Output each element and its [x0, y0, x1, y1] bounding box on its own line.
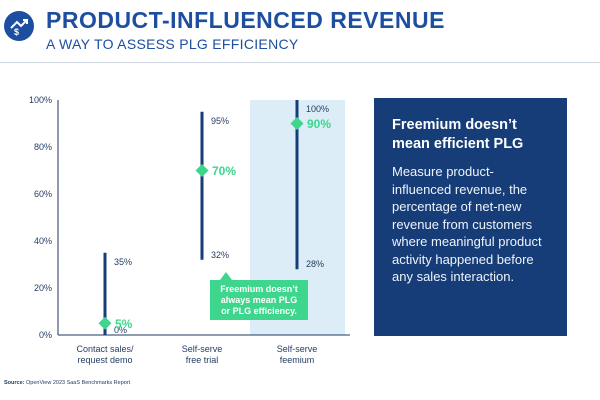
source-label: Source: [4, 380, 25, 386]
median-marker [195, 164, 209, 177]
revenue-growth-icon: $ [4, 11, 34, 41]
callout-pointer [220, 272, 232, 280]
median-marker [290, 117, 304, 130]
x-category-label: request demo [77, 355, 132, 365]
source-note: Source: OpenView 2023 SaaS Benchmarks Re… [4, 380, 130, 386]
x-category-label: feemium [280, 355, 315, 365]
low-value-label: 0% [114, 325, 127, 335]
info-box: Freemium doesn’t mean efficient PLG Meas… [374, 98, 567, 336]
high-value-label: 100% [306, 104, 329, 114]
y-tick-label: 60% [34, 189, 52, 199]
x-category-label: Self-serve [182, 344, 223, 354]
x-category-label: Self-serve [277, 344, 318, 354]
y-tick-label: 100% [29, 95, 52, 105]
header: $ PRODUCT-INFLUENCED REVENUE A WAY TO AS… [0, 0, 600, 56]
header-divider [0, 62, 600, 63]
info-heading: Freemium doesn’t mean efficient PLG [392, 117, 524, 152]
x-category-label: Contact sales/ [76, 344, 134, 354]
page-title: PRODUCT-INFLUENCED REVENUE [46, 7, 445, 33]
svg-text:$: $ [14, 27, 19, 37]
high-value-label: 35% [114, 257, 132, 267]
y-tick-label: 40% [34, 236, 52, 246]
median-value-label: 70% [212, 164, 236, 178]
x-category-label: free trial [186, 355, 219, 365]
median-marker [98, 316, 112, 330]
median-value-label: 5% [115, 317, 133, 331]
median-value-label: 90% [307, 117, 331, 131]
y-tick-label: 0% [39, 330, 52, 340]
info-body: Measure product-influenced revenue, the … [392, 164, 542, 284]
y-tick-label: 20% [34, 283, 52, 293]
low-value-label: 28% [306, 259, 324, 269]
low-value-label: 32% [211, 250, 229, 260]
high-value-label: 95% [211, 116, 229, 126]
y-tick-label: 80% [34, 142, 52, 152]
page-subtitle: A WAY TO ASSESS PLG EFFICIENCY [46, 36, 299, 52]
freemium-callout: Freemium doesn’t always mean PLG or PLG … [210, 280, 308, 320]
source-text: OpenView 2023 SaaS Benchmarks Report [26, 380, 131, 386]
